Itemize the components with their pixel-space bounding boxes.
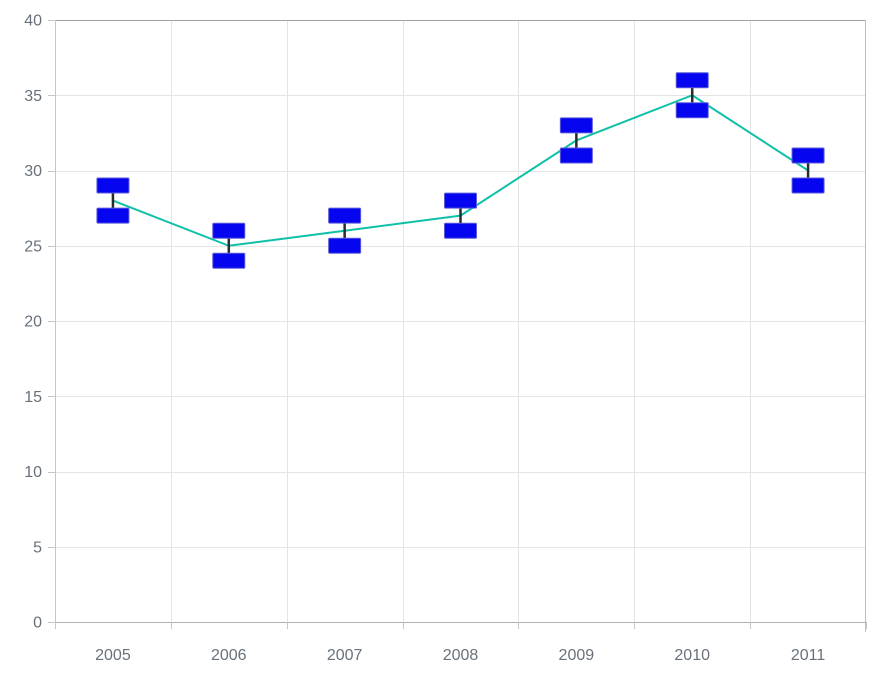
error-bar xyxy=(791,147,825,194)
axis-labels: 0 5 10 15 20 25 30 35 40 2005 2006 2007 2008 2009 2010… xyxy=(24,13,825,665)
error-bar-cap-high xyxy=(444,192,477,209)
error-bar xyxy=(559,117,593,164)
error-bar-cap-high xyxy=(559,117,593,134)
y-tick-label: 0 xyxy=(33,615,42,632)
error-bar-cap-low xyxy=(559,147,593,164)
error-bar-cap-high xyxy=(212,222,246,239)
error-bar xyxy=(212,222,246,269)
error-bar-cap-low xyxy=(212,252,246,269)
x-tick-label: 2009 xyxy=(559,647,595,664)
vertical-gridlines xyxy=(171,20,751,622)
error-bar xyxy=(328,207,362,254)
error-bar-cap-high xyxy=(791,147,825,164)
error-bar-cap-low xyxy=(675,102,709,119)
error-bar-cap-high xyxy=(675,72,709,89)
error-bar-cap-high xyxy=(328,207,362,224)
error-bar-cap-high xyxy=(96,177,130,194)
error-bar xyxy=(96,177,130,224)
error-bar-cap-low xyxy=(328,237,362,254)
error-bar xyxy=(444,192,477,239)
y-tick-label: 5 xyxy=(33,539,42,556)
axes xyxy=(55,20,866,632)
error-bar xyxy=(675,72,709,119)
y-tick-label: 35 xyxy=(24,88,42,105)
horizontal-gridlines xyxy=(55,95,866,548)
error-bar-cap-low xyxy=(791,177,825,194)
y-tick-label: 25 xyxy=(24,238,42,255)
y-tick-label: 15 xyxy=(24,389,42,406)
error-bar-cap-low xyxy=(96,207,130,224)
x-tick-label: 2008 xyxy=(443,647,479,664)
y-tick-label: 30 xyxy=(24,163,42,180)
x-tick-label: 2005 xyxy=(95,647,131,664)
y-tick-label: 20 xyxy=(24,314,42,331)
error-bar-cap-low xyxy=(444,222,477,239)
axis-ticks xyxy=(48,20,867,629)
x-tick-label: 2007 xyxy=(327,647,363,664)
y-tick-label: 10 xyxy=(24,464,42,481)
y-tick-label: 40 xyxy=(24,13,42,30)
x-tick-label: 2011 xyxy=(791,647,826,664)
error-bars-group xyxy=(96,72,825,269)
x-tick-label: 2006 xyxy=(211,647,247,664)
x-tick-label: 2010 xyxy=(674,647,710,664)
